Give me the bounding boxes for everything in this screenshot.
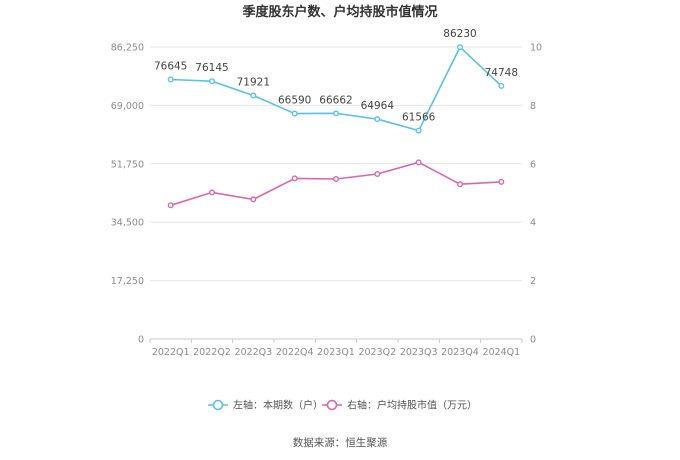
- y-left-tick-label: 17,250: [111, 276, 144, 287]
- data-point[interactable]: [415, 159, 422, 166]
- legend-item-1[interactable]: 左轴：本期数（户）: [208, 399, 323, 412]
- x-tick-label: 2023Q1: [317, 347, 355, 358]
- y-right-tick-label: 4: [530, 218, 536, 229]
- data-point[interactable]: [167, 202, 174, 209]
- x-tick-label: 2022Q4: [276, 347, 314, 358]
- data-label: 74748: [485, 67, 518, 79]
- legend-label: 右轴：户均持股市值（万元）: [347, 399, 477, 412]
- series-layer: 76645 76145 71921 66590 66662 64964 61566 86230…: [154, 28, 518, 209]
- data-point[interactable]: [457, 44, 464, 51]
- data-point[interactable]: [374, 116, 381, 123]
- data-label: 66590: [278, 95, 311, 107]
- x-tick-label: 2022Q1: [152, 347, 190, 358]
- x-tick-label: 2023Q2: [358, 347, 396, 358]
- y-left-tick-label: 34,500: [111, 218, 144, 229]
- data-source: 数据来源：恒生聚源: [293, 436, 388, 449]
- data-label: 61566: [402, 112, 436, 124]
- series-line: [170, 161, 502, 207]
- data-label: 71921: [237, 77, 270, 89]
- y-right-tick-label: 2: [530, 276, 536, 287]
- data-label: 86230: [443, 28, 476, 40]
- series-line: [170, 45, 502, 132]
- data-point[interactable]: [457, 181, 464, 188]
- data-point[interactable]: [374, 171, 381, 178]
- legend-label: 左轴：本期数（户）: [233, 399, 323, 412]
- x-tick-label: 2023Q4: [441, 347, 479, 358]
- data-point[interactable]: [333, 175, 340, 182]
- series-1: 76645 76145 71921 66590 66662 64964 61566 86230…: [154, 28, 518, 134]
- legend-swatch-marker: [212, 399, 224, 411]
- data-point[interactable]: [291, 110, 298, 117]
- axis-layer: 0 17,250 34,500 51,750 69,000 86,250 0 2 4 6 8 10 20…: [111, 43, 542, 359]
- data-label: 66662: [319, 94, 352, 106]
- legend-swatch-marker: [326, 399, 338, 411]
- x-tick-label: 2022Q2: [193, 347, 231, 358]
- data-point[interactable]: [498, 178, 505, 185]
- data-point[interactable]: [208, 78, 215, 85]
- y-right-tick-label: 10: [530, 43, 542, 54]
- grid-layer: [150, 46, 522, 282]
- data-label: 64964: [361, 100, 395, 112]
- data-label: 76145: [195, 62, 228, 74]
- data-label: 76645: [154, 61, 187, 73]
- chart-title: 季度股东户数、户均持股市值情况: [241, 4, 437, 20]
- y-right-tick-label: 0: [530, 335, 536, 346]
- y-left-tick-label: 86,250: [111, 43, 144, 54]
- data-point[interactable]: [498, 82, 505, 89]
- y-right-tick-label: 6: [530, 159, 536, 170]
- data-point[interactable]: [208, 189, 215, 196]
- x-tick-label: 2024Q1: [482, 347, 520, 358]
- x-tick-label: 2023Q3: [400, 347, 438, 358]
- data-point[interactable]: [415, 127, 422, 134]
- data-point[interactable]: [333, 110, 340, 117]
- legend-item-2[interactable]: 右轴：户均持股市值（万元）: [322, 399, 477, 412]
- y-left-tick-label: 69,000: [111, 101, 144, 112]
- y-left-tick-label: 0: [138, 335, 144, 346]
- series-2: [167, 159, 505, 209]
- y-right-tick-label: 8: [530, 101, 536, 112]
- data-point[interactable]: [291, 175, 298, 182]
- y-left-tick-label: 51,750: [111, 159, 144, 170]
- data-point[interactable]: [250, 92, 257, 99]
- x-tick-label: 2022Q3: [234, 347, 272, 358]
- data-point[interactable]: [167, 76, 174, 83]
- data-point[interactable]: [250, 196, 257, 203]
- legend[interactable]: 左轴：本期数（户） 右轴：户均持股市值（万元）: [208, 399, 477, 412]
